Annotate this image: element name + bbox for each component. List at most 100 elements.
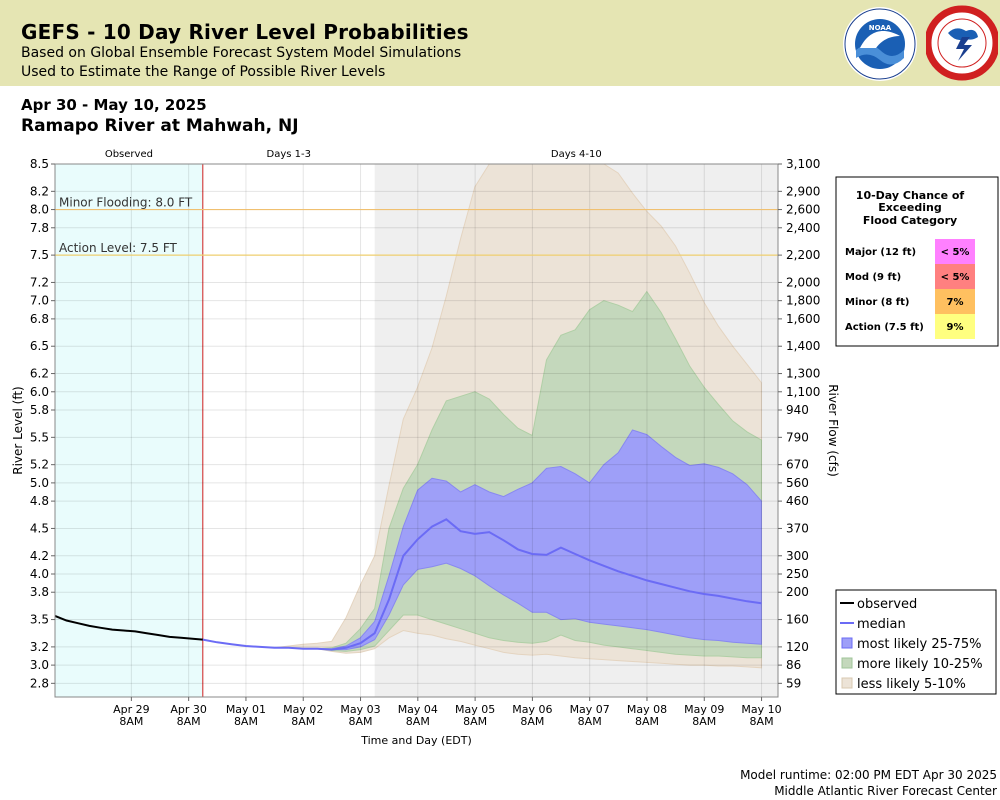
- axes: 2.8 59 3.0 86 3.2 120 3.5 160 3.8 200 4.0 250 4.2 300…: [11, 157, 840, 747]
- xtick-label-time: 8AM: [463, 715, 487, 728]
- threshold-label-0: Minor Flooding: 8.0 FT: [59, 196, 193, 210]
- ytick-label-right: 86: [786, 658, 801, 672]
- plot-frame: [54, 163, 779, 698]
- nws-logo-icon[interactable]: [926, 3, 998, 83]
- xtick-label: Apr 29: [113, 703, 150, 716]
- xtick-label-time: 8AM: [119, 715, 143, 728]
- ytick-label-right: 59: [786, 676, 801, 690]
- xtick-label: May 09: [684, 703, 724, 716]
- flood-table-title-3: Flood Category: [863, 214, 957, 227]
- observed-line: [54, 614, 203, 641]
- ytick-label: 7.2: [30, 275, 49, 289]
- ytick-label-right: 1,600: [786, 312, 820, 326]
- ytick-label-right: 560: [786, 476, 809, 490]
- ytick-label: 5.8: [30, 403, 49, 417]
- legend-swatch-3: [841, 657, 853, 669]
- ytick-label-right: 1,100: [786, 385, 820, 399]
- flood-row-label-3: Action (7.5 ft): [845, 322, 924, 333]
- probability-bands: [202, 163, 762, 669]
- flood-row-swatch-3: [935, 314, 975, 339]
- legend: observed median most likely 25-75% more lik…: [835, 589, 997, 695]
- ytick-label-right: 2,900: [786, 184, 820, 198]
- x-axis-title: Time and Day (EDT): [360, 734, 472, 747]
- model-runtime: Model runtime: 02:00 PM EDT Apr 30 2025: [740, 768, 997, 782]
- period-label-0: Observed: [105, 149, 153, 160]
- median-line: [202, 518, 762, 651]
- ytick-label: 6.0: [30, 385, 49, 399]
- noaa-logo-icon[interactable]: NOAA: [842, 6, 918, 82]
- legend-swatch-2: [841, 637, 853, 649]
- ytick-label: 3.0: [30, 658, 49, 672]
- period-bg-1: [202, 164, 375, 697]
- xtick-label: May 08: [627, 703, 667, 716]
- series-lines: Minor Flooding: 8.0 FT Action Level: 7.5 …: [54, 196, 778, 651]
- flood-row-swatch-1: [935, 264, 975, 289]
- flood-row-value-1: < 5%: [941, 272, 970, 283]
- ytick-label: 5.0: [30, 476, 49, 490]
- legend-label-1: median: [857, 617, 906, 632]
- ytick-label: 5.2: [30, 458, 49, 472]
- xtick-label-time: 8AM: [578, 715, 602, 728]
- ytick-label: 4.8: [30, 494, 49, 508]
- xtick-label: May 01: [226, 703, 266, 716]
- flood-row-label-2: Minor (8 ft): [845, 297, 910, 308]
- xtick-label-time: 8AM: [349, 715, 373, 728]
- ytick-label: 7.8: [30, 221, 49, 235]
- period-bg-0: [55, 164, 203, 697]
- xtick-label-time: 8AM: [291, 715, 315, 728]
- ytick-label: 7.0: [30, 294, 49, 308]
- period-label-2: Days 4-10: [551, 149, 602, 160]
- xtick-label: Apr 30: [170, 703, 207, 716]
- xtick-label: May 02: [283, 703, 323, 716]
- period-label-1: Days 1-3: [267, 149, 311, 160]
- ytick-label-right: 1,300: [786, 367, 820, 381]
- date-range: Apr 30 - May 10, 2025: [21, 96, 207, 114]
- flood-row-value-3: 9%: [947, 322, 964, 333]
- xtick-label: May 07: [570, 703, 610, 716]
- xtick-label: May 10: [741, 703, 781, 716]
- flood-row-value-0: < 5%: [941, 247, 970, 258]
- svg-text:NOAA: NOAA: [869, 24, 892, 32]
- ytick-label-right: 2,400: [786, 221, 820, 235]
- legend-label-3: more likely 10-25%: [857, 657, 983, 672]
- station-name: Ramapo River at Mahwah, NJ: [21, 116, 299, 136]
- ytick-label: 7.5: [30, 248, 49, 262]
- ytick-label-right: 3,100: [786, 157, 820, 171]
- flood-row-label-0: Major (12 ft): [845, 247, 916, 258]
- ytick-label-right: 2,000: [786, 275, 820, 289]
- grid-lines: [55, 163, 778, 697]
- page-subtitle: Based on Global Ensemble Forecast System…: [21, 45, 462, 61]
- ytick-label-right: 1,800: [786, 294, 820, 308]
- flood-row-swatch-2: [935, 289, 975, 314]
- ytick-label-right: 2,600: [786, 203, 820, 217]
- ytick-label-right: 940: [786, 403, 809, 417]
- header-banner: GEFS - 10 Day River Level Probabilities …: [0, 0, 1000, 86]
- band-25-75: [202, 429, 762, 651]
- page-title: GEFS - 10 Day River Level Probabilities: [21, 20, 469, 44]
- ytick-label-right: 2,200: [786, 248, 820, 262]
- ytick-label: 4.0: [30, 567, 49, 581]
- ytick-label-right: 1,400: [786, 339, 820, 353]
- xtick-label-time: 8AM: [692, 715, 716, 728]
- xtick-label: May 03: [340, 703, 380, 716]
- flood-row-swatch-0: [935, 239, 975, 264]
- ytick-label-right: 250: [786, 567, 809, 581]
- xtick-label-time: 8AM: [635, 715, 659, 728]
- flood-table-title-1: 10-Day Chance of: [856, 189, 965, 202]
- ytick-label: 8.2: [30, 184, 49, 198]
- xtick-label-time: 8AM: [520, 715, 544, 728]
- flood-table-title-2: Exceeding: [878, 201, 941, 214]
- legend-swatch-4: [841, 677, 853, 689]
- ytick-label-right: 160: [786, 613, 809, 627]
- ytick-label: 6.8: [30, 312, 49, 326]
- page-subtitle-2: Used to Estimate the Range of Possible R…: [21, 64, 386, 80]
- legend-label-2: most likely 25-75%: [857, 637, 981, 652]
- ytick-label: 8.0: [30, 203, 49, 217]
- ytick-label-right: 670: [786, 458, 809, 472]
- ytick-label-right: 300: [786, 549, 809, 563]
- ytick-label-right: 790: [786, 430, 809, 444]
- forecast-center: Middle Atlantic River Forecast Center: [774, 784, 997, 798]
- ytick-label-right: 370: [786, 521, 809, 535]
